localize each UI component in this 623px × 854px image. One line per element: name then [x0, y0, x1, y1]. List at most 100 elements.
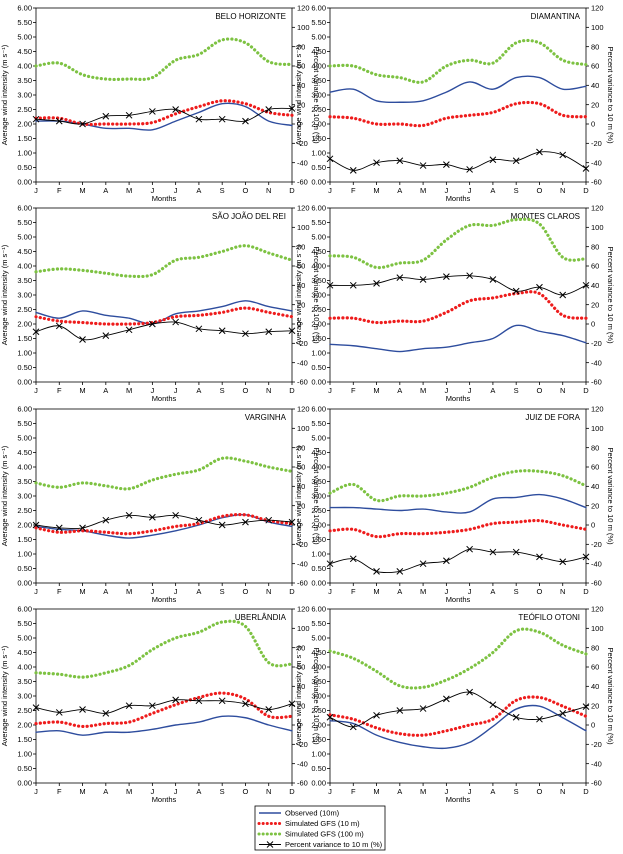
x-tick-label: A: [490, 787, 495, 796]
y-tick-label: 3.00: [311, 692, 326, 701]
x-marker: [536, 715, 543, 723]
x-marker-icon: [266, 841, 274, 848]
y2-tick-label: 80: [591, 643, 599, 652]
y-tick-label: 0.00: [17, 779, 32, 788]
y-axis-label: Average wind intensity (m s⁻¹): [0, 244, 9, 345]
x-tick-label: O: [243, 787, 249, 796]
observed-10m-line: [329, 324, 587, 353]
y2-tick-label: -40: [591, 358, 602, 367]
y2-tick-label: -60: [297, 579, 308, 588]
y2-tick-label: -20: [297, 540, 308, 549]
y2-tick-label: -20: [591, 540, 602, 549]
chart-panel: 0.00 0.50 1.00 1.50 2.00 2.50 3.00 3.50 4.00 4.50…: [0, 405, 321, 604]
y2-tick-label: -60: [297, 178, 308, 187]
x-tick-label: F: [57, 787, 62, 796]
y2-tick-label: -40: [591, 158, 602, 167]
x-marker: [536, 553, 543, 561]
y2-tick-label: 0: [591, 320, 595, 329]
y2-axis-label: Percent variance to 10 m (%): [606, 46, 615, 144]
y-tick-label: 4.50: [17, 648, 32, 657]
y2-tick-label: 0: [591, 120, 595, 129]
y2-tick-label: -60: [297, 378, 308, 387]
x-tick-label: A: [490, 386, 495, 395]
y2-tick-label: 60: [297, 262, 305, 271]
x-marker: [218, 327, 226, 335]
x-tick-label: M: [79, 386, 85, 395]
y-tick-label: 3.50: [17, 276, 32, 285]
x-marker: [419, 705, 427, 712]
x-marker: [512, 548, 520, 556]
x-marker: [489, 701, 497, 709]
y2-tick-label: 100: [297, 223, 310, 232]
x-marker: [349, 723, 357, 731]
x-marker: [218, 115, 226, 123]
y-tick-label: 6.00: [17, 605, 32, 614]
legend-item: Observed (10m): [259, 809, 340, 818]
x-marker: [582, 165, 590, 172]
gfs-10m-line: [34, 691, 294, 729]
x-marker: [265, 106, 273, 113]
x-marker: [32, 704, 40, 711]
y-tick-label: 1.00: [311, 149, 326, 158]
x-tick-label: M: [126, 386, 132, 395]
y-tick-label: 3.50: [311, 76, 326, 85]
x-tick-label: J: [34, 386, 38, 395]
x-tick-label: J: [444, 386, 448, 395]
percent-variance-line: [329, 548, 587, 574]
y2-tick-label: 100: [591, 624, 604, 633]
y-tick-label: 4.00: [311, 262, 326, 271]
y-tick-label: 6.00: [311, 405, 326, 414]
y-axis-label: Average wind intensity (m s⁻¹): [294, 244, 303, 345]
x-tick-label: N: [560, 587, 565, 596]
x-tick-label: J: [34, 186, 38, 195]
x-tick-label: J: [468, 587, 472, 596]
y-axis-label: Average wind intensity (m s⁻¹): [294, 445, 303, 546]
chart-title: VARGINHA: [245, 413, 287, 422]
x-tick-label: M: [126, 186, 132, 195]
y2-tick-label: -20: [591, 139, 602, 148]
x-marker: [373, 711, 380, 719]
y-tick-label: 5.00: [17, 33, 32, 42]
x-tick-label: A: [196, 587, 201, 596]
x-tick-label: D: [289, 386, 295, 395]
chart-title: BELO HORIZONTE: [215, 12, 286, 21]
y-tick-label: 4.50: [311, 448, 326, 457]
y2-tick-label: 80: [297, 42, 305, 51]
x-tick-label: J: [328, 787, 332, 796]
x-tick-label: J: [444, 587, 448, 596]
y2-tick-label: 40: [297, 482, 305, 491]
y-tick-label: 5.00: [17, 434, 32, 443]
y2-tick-label: 0: [297, 120, 301, 129]
x-tick-label: M: [420, 587, 426, 596]
x-marker: [326, 155, 334, 163]
x-marker: [102, 710, 110, 717]
x-marker: [559, 291, 567, 299]
x-tick-label: J: [174, 587, 178, 596]
x-marker: [536, 148, 543, 156]
y2-tick-label: 0: [297, 721, 301, 730]
x-tick-label: O: [537, 587, 543, 596]
y2-tick-label: 40: [297, 81, 305, 90]
x-tick-label: M: [79, 587, 85, 596]
x-tick-label: F: [351, 787, 356, 796]
x-marker: [242, 700, 249, 708]
legend-label: Percent variance to 10 m (%): [285, 840, 383, 849]
x-axis-label: Months: [446, 595, 471, 604]
x-marker: [149, 108, 156, 115]
x-tick-label: J: [150, 186, 154, 195]
y-tick-label: 4.00: [311, 463, 326, 472]
x-marker: [149, 702, 156, 710]
x-tick-label: J: [174, 787, 178, 796]
y-tick-label: 1.00: [17, 750, 32, 759]
y-tick-label: 0.00: [311, 178, 326, 187]
y-tick-label: 3.00: [17, 692, 32, 701]
x-tick-label: N: [266, 787, 271, 796]
y2-tick-label: 100: [297, 424, 310, 433]
observed-10m-line: [329, 493, 587, 514]
y2-axis-label: Percent variance to 10 m (%): [312, 647, 321, 745]
y-tick-label: 1.50: [17, 535, 32, 544]
x-marker: [443, 695, 450, 703]
gfs-10m-line: [34, 306, 294, 326]
x-marker: [218, 697, 226, 705]
y2-tick-label: 20: [591, 701, 599, 710]
